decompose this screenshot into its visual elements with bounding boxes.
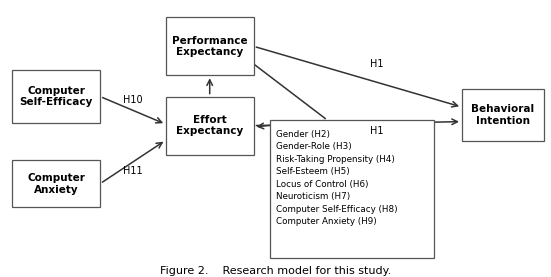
Text: Figure 2.    Research model for this study.: Figure 2. Research model for this study. (160, 266, 391, 276)
FancyBboxPatch shape (462, 89, 544, 142)
Text: H10: H10 (123, 95, 143, 105)
Text: Gender (H2)
Gender-Role (H3)
Risk-Taking Propensity (H4)
Self-Esteem (H5)
Locus : Gender (H2) Gender-Role (H3) Risk-Taking… (276, 130, 397, 226)
FancyBboxPatch shape (166, 17, 253, 75)
Text: H1: H1 (370, 59, 383, 69)
Text: Computer
Self-Efficacy: Computer Self-Efficacy (19, 86, 93, 107)
FancyBboxPatch shape (166, 96, 253, 155)
Text: Computer
Anxiety: Computer Anxiety (27, 173, 85, 194)
Text: H11: H11 (123, 166, 143, 176)
Text: H1: H1 (370, 126, 383, 136)
Text: Performance
Expectancy: Performance Expectancy (172, 35, 247, 57)
FancyBboxPatch shape (270, 120, 435, 258)
Text: Effort
Expectancy: Effort Expectancy (176, 115, 244, 136)
FancyBboxPatch shape (12, 70, 100, 123)
FancyBboxPatch shape (12, 160, 100, 207)
Text: Behavioral
Intention: Behavioral Intention (472, 104, 534, 126)
